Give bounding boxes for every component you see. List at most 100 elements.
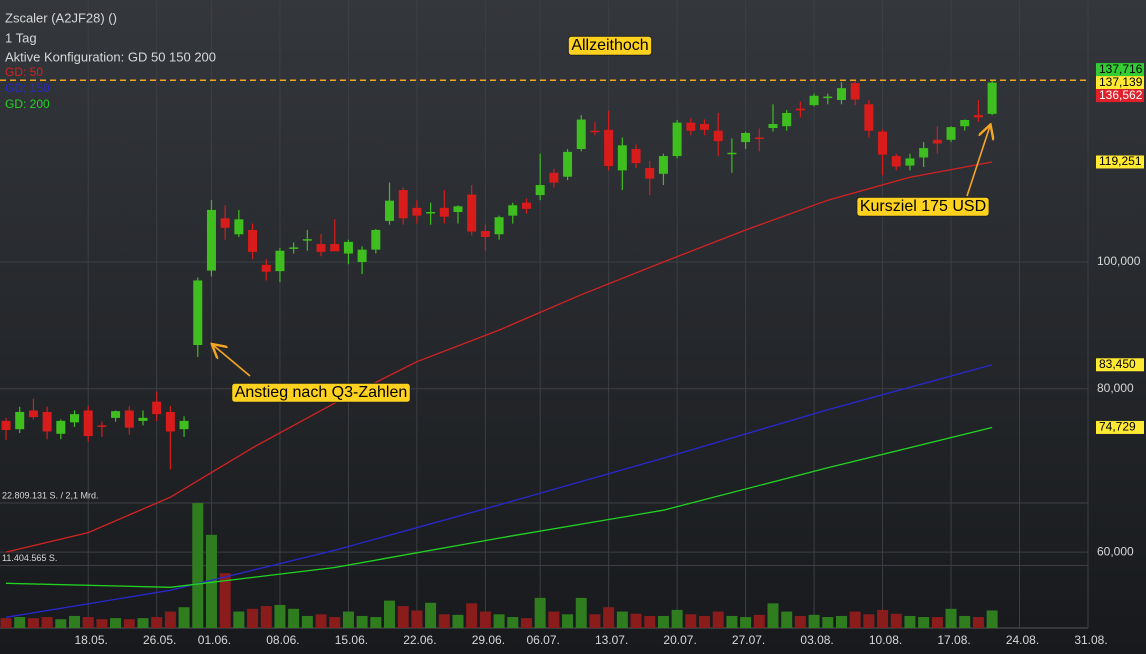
volume-bar [14, 617, 26, 628]
candle-body [576, 119, 586, 150]
volume-bar [137, 618, 149, 628]
volume-bar [931, 617, 943, 628]
candle-body [960, 119, 970, 127]
volume-bar [863, 614, 875, 628]
candle-body [28, 410, 38, 418]
volume-bar [548, 611, 560, 628]
x-tick-label: 06.07. [526, 633, 559, 647]
candle-body [480, 231, 490, 237]
candle-body [727, 152, 737, 155]
candle-body [248, 229, 258, 252]
candle-body [467, 194, 477, 232]
candle-body [563, 151, 573, 177]
volume-bar [918, 617, 930, 628]
candle-body [741, 132, 751, 143]
chart-title: Zscaler (A2JF28) () [5, 10, 117, 25]
volume-bar [260, 606, 272, 628]
volume-bar [301, 615, 313, 628]
candle-body [193, 280, 203, 346]
candle-body [138, 417, 148, 421]
price-label: 74,729 [1099, 420, 1136, 434]
annotation: Kursziel 175 USD [860, 198, 986, 215]
candle-body [782, 112, 792, 127]
candle-body [412, 207, 422, 216]
volume-bar [904, 615, 916, 628]
candle-body [398, 190, 408, 219]
candle-body [42, 411, 52, 432]
candle-body [302, 239, 312, 241]
moving-average [5, 161, 993, 553]
candle-body [275, 250, 285, 272]
volume-tick-label: 22.809.131 S. / 2,1 Mrd. [2, 490, 99, 500]
volume-bar [753, 614, 765, 628]
volume-bar [890, 613, 902, 628]
volume-bar [370, 617, 382, 628]
volume-bar [493, 614, 505, 628]
volume-bar [425, 602, 437, 628]
volume-bar [945, 608, 957, 628]
candle-body [261, 264, 271, 272]
volume-bar [0, 618, 12, 628]
candle-body [891, 156, 901, 167]
volume-bar [589, 614, 601, 628]
volume-bar [630, 613, 642, 628]
volume-bar [808, 614, 820, 628]
price-label: 83,450 [1099, 357, 1136, 371]
candle-body [631, 149, 641, 164]
volume-bar [41, 617, 53, 628]
x-tick-label: 22.06. [403, 633, 436, 647]
annotation: Allzeithoch [571, 37, 648, 54]
candle-body [809, 95, 819, 106]
volume-bar [27, 618, 39, 628]
candle-body [220, 218, 230, 228]
annotation-box [567, 35, 653, 56]
x-tick-label: 01.06. [198, 633, 231, 647]
price-label: 137,139 [1099, 75, 1143, 89]
candle-body [97, 425, 107, 427]
volume-bar [520, 618, 532, 628]
candle-body [330, 244, 340, 252]
volume-bar [794, 615, 806, 628]
candle-body [754, 137, 764, 140]
volume-bar [82, 617, 94, 628]
candle-body [124, 410, 134, 428]
price-label-box [1096, 76, 1144, 90]
price-label-box [1096, 155, 1144, 169]
volume-bar [644, 615, 656, 628]
candle-body [700, 123, 710, 130]
configuration: Aktive Konfiguration: GD 50 150 200 [5, 49, 216, 64]
volume-bar [562, 614, 574, 628]
volume-bar [959, 615, 971, 628]
volume-bar [699, 615, 711, 628]
candle-body [645, 167, 655, 179]
x-tick-label: 03.08. [800, 633, 833, 647]
volume-bar [192, 503, 204, 628]
candle-body [111, 411, 121, 418]
volume-bar [740, 617, 752, 628]
volume-bar [726, 615, 738, 628]
volume-bar [972, 617, 984, 628]
candle-body [165, 411, 175, 432]
volume-bar [96, 619, 108, 628]
volume-bar [835, 615, 847, 628]
volume-bar [712, 611, 724, 628]
volume-bar [822, 617, 834, 628]
volume-bar [575, 597, 587, 628]
volume-bar [781, 611, 793, 628]
volume-bar [466, 603, 478, 628]
candle-body [946, 127, 956, 140]
volume-bar [685, 614, 697, 628]
x-tick-label: 18.05. [75, 633, 108, 647]
volume-bar [329, 617, 341, 628]
volume-bar [342, 611, 354, 628]
volume-bar [219, 573, 231, 628]
candle-body [357, 249, 367, 262]
price-label-box [1096, 420, 1144, 434]
x-tick-label: 26.05. [143, 633, 176, 647]
arrow [966, 126, 990, 197]
volume-bar [479, 611, 491, 628]
volume-bar [205, 534, 217, 628]
volume-bar [247, 608, 259, 628]
volume-bar [507, 617, 519, 628]
volume-bar [55, 619, 67, 628]
